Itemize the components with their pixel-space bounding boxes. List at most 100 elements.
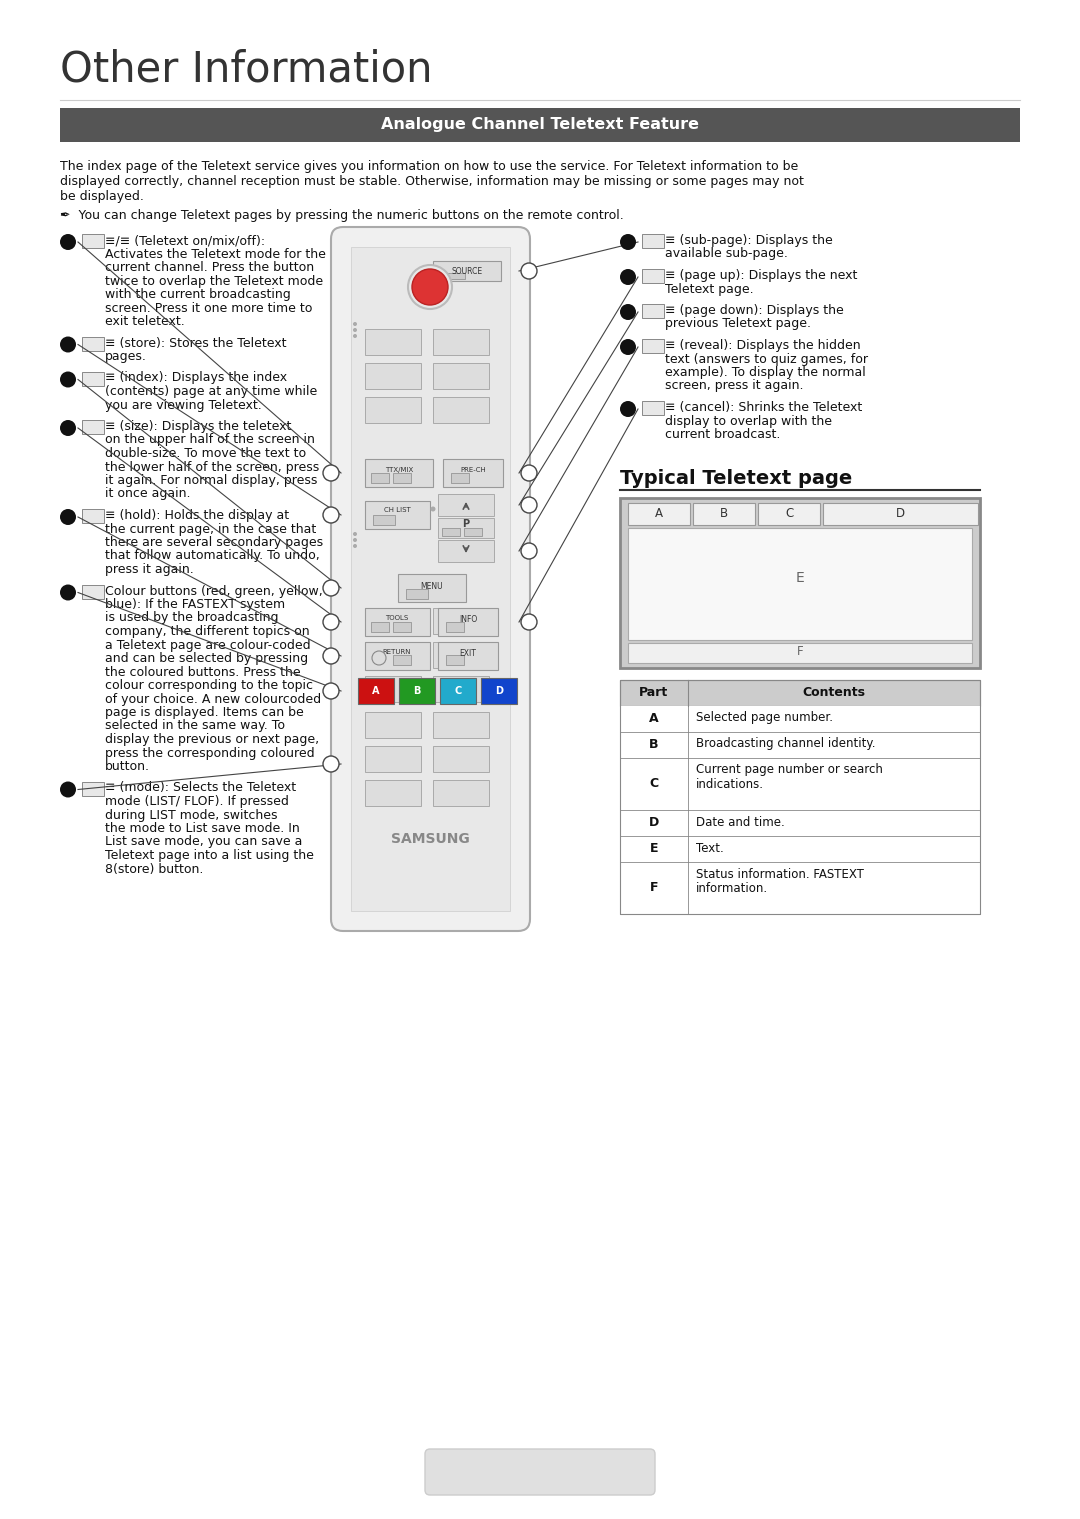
Text: that follow automatically. To undo,: that follow automatically. To undo, — [105, 550, 320, 562]
Text: 12: 12 — [523, 618, 535, 626]
Text: B: B — [414, 687, 421, 696]
Bar — [82, 337, 104, 351]
Text: D: D — [649, 816, 659, 829]
Text: pages.: pages. — [105, 349, 147, 363]
Text: E: E — [650, 842, 658, 855]
Text: displayed correctly, channel reception must be stable. Otherwise, information ma: displayed correctly, channel reception m… — [60, 175, 804, 188]
Bar — [451, 472, 469, 483]
Text: the lower half of the screen, press: the lower half of the screen, press — [105, 460, 320, 474]
Bar — [438, 539, 494, 562]
Bar — [357, 677, 394, 703]
Bar — [82, 585, 104, 598]
Text: F: F — [650, 881, 658, 895]
Bar — [60, 108, 1020, 141]
Bar — [365, 396, 421, 422]
Text: 9: 9 — [624, 272, 632, 283]
Bar — [433, 676, 489, 702]
Bar — [365, 501, 430, 529]
Text: List save mode, you can save a: List save mode, you can save a — [105, 835, 302, 849]
Bar — [365, 330, 421, 355]
Text: English - 80: English - 80 — [495, 1464, 585, 1480]
Text: Teletext page into a list using the: Teletext page into a list using the — [105, 849, 314, 861]
Text: 10: 10 — [621, 307, 635, 317]
Text: 3: 3 — [328, 583, 334, 592]
Bar — [399, 677, 435, 703]
Bar — [365, 746, 421, 772]
Circle shape — [372, 652, 386, 665]
Bar — [620, 498, 980, 667]
Circle shape — [60, 781, 76, 797]
Text: twice to overlap the Teletext mode: twice to overlap the Teletext mode — [105, 275, 323, 287]
Circle shape — [620, 339, 636, 355]
Circle shape — [323, 580, 339, 595]
Text: 4: 4 — [65, 422, 71, 433]
Text: D: D — [895, 507, 905, 519]
Circle shape — [620, 401, 636, 418]
Bar — [393, 655, 411, 665]
Text: 9: 9 — [526, 468, 531, 477]
Bar — [620, 861, 980, 913]
Text: C: C — [785, 507, 793, 519]
Text: 8: 8 — [624, 237, 632, 248]
Text: P: P — [462, 519, 470, 529]
Bar — [620, 679, 980, 913]
Text: ≡ (page up): Displays the next: ≡ (page up): Displays the next — [665, 269, 858, 283]
Text: ≡/≡ (Teletext on/mix/off):: ≡/≡ (Teletext on/mix/off): — [105, 234, 265, 248]
Bar — [464, 529, 482, 536]
Text: Typical Teletext page: Typical Teletext page — [620, 469, 852, 489]
Text: Analogue Channel Teletext Feature: Analogue Channel Teletext Feature — [381, 117, 699, 132]
Text: The index page of the Teletext service gives you information on how to use the s: The index page of the Teletext service g… — [60, 159, 798, 173]
Text: ≡ (size): Displays the teletext: ≡ (size): Displays the teletext — [105, 419, 292, 433]
Text: a Teletext page are colour-coded: a Teletext page are colour-coded — [105, 638, 311, 652]
Bar — [365, 676, 421, 702]
Text: ≡ (store): Stores the Teletext: ≡ (store): Stores the Teletext — [105, 337, 286, 349]
Bar — [627, 643, 972, 662]
Circle shape — [323, 614, 339, 630]
Bar — [438, 643, 498, 670]
Text: screen, press it again.: screen, press it again. — [665, 380, 804, 392]
Text: it once again.: it once again. — [105, 488, 190, 500]
Text: Text.: Text. — [696, 842, 724, 855]
Bar — [351, 248, 510, 911]
Bar — [446, 655, 464, 665]
Bar — [372, 621, 389, 632]
Bar — [620, 705, 980, 732]
Bar — [438, 608, 498, 636]
Text: ≡ (mode): Selects the Teletext: ≡ (mode): Selects the Teletext — [105, 781, 296, 794]
Circle shape — [60, 372, 76, 387]
Text: 1: 1 — [65, 237, 71, 248]
Circle shape — [620, 234, 636, 251]
FancyBboxPatch shape — [330, 226, 530, 931]
Text: 12: 12 — [621, 404, 635, 415]
Text: 3: 3 — [65, 375, 71, 384]
Text: INFO: INFO — [459, 615, 477, 624]
Bar — [627, 503, 690, 524]
Bar — [365, 643, 421, 668]
Bar — [433, 746, 489, 772]
Text: display the previous or next page,: display the previous or next page, — [105, 734, 319, 746]
Bar — [393, 621, 411, 632]
Text: SOURCE: SOURCE — [451, 266, 483, 275]
Bar — [372, 472, 389, 483]
Circle shape — [521, 263, 537, 279]
Text: A: A — [649, 712, 659, 725]
Text: F: F — [797, 646, 804, 658]
Text: SAMSUNG: SAMSUNG — [391, 832, 470, 846]
Circle shape — [353, 532, 357, 536]
Text: indications.: indications. — [696, 778, 764, 790]
Text: B: B — [649, 738, 659, 750]
Bar — [365, 643, 430, 670]
Text: blue): If the FASTEXT system: blue): If the FASTEXT system — [105, 598, 285, 611]
Bar — [365, 712, 421, 738]
Text: you are viewing Teletext.: you are viewing Teletext. — [105, 398, 261, 412]
Circle shape — [323, 756, 339, 772]
Text: D: D — [495, 687, 503, 696]
Bar — [693, 503, 755, 524]
Circle shape — [60, 337, 76, 352]
Text: display to overlap with the: display to overlap with the — [665, 415, 832, 427]
Text: the coloured buttons. Press the: the coloured buttons. Press the — [105, 665, 300, 679]
Bar — [642, 269, 664, 283]
Text: button.: button. — [105, 760, 150, 773]
Circle shape — [521, 614, 537, 630]
Circle shape — [521, 497, 537, 513]
